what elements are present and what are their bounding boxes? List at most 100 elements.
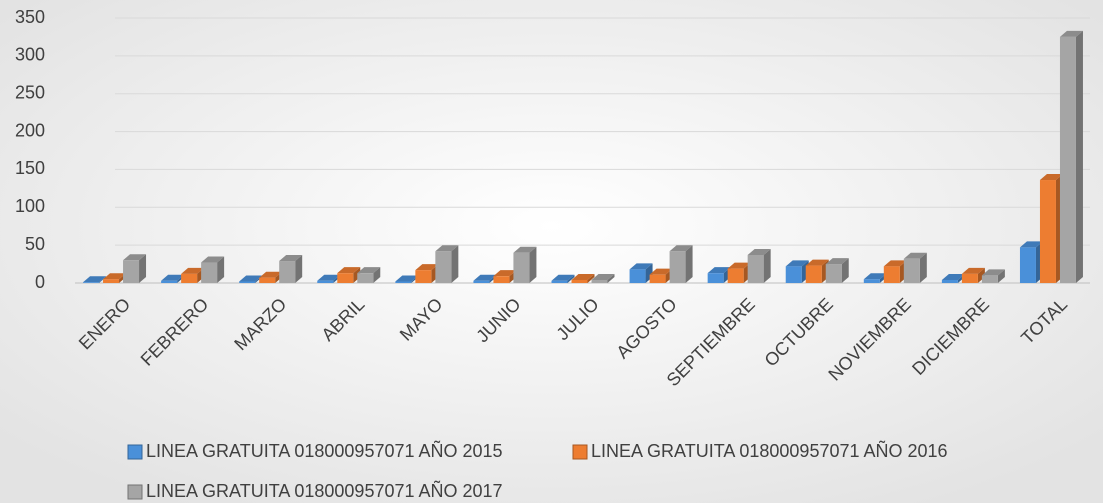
bar [961,273,978,283]
bar-top [201,256,225,263]
bar [1039,180,1056,283]
bar-top [259,271,283,278]
bar-top [903,252,927,259]
bar-top [181,267,205,274]
bar [103,279,120,283]
bar-top [1059,30,1083,37]
bar-side [529,246,537,283]
bar-top [493,270,517,277]
bar-side [295,255,303,283]
bar-top [961,267,985,274]
bar-top [669,245,693,252]
legend-label: LINEA GRATUITA 018000957071 AÑO 2016 [591,440,948,461]
bar [279,261,296,283]
bar-side [841,258,849,283]
bar [863,279,880,283]
y-tick-label: 100 [15,196,45,216]
bar-top [161,274,185,281]
bar-top [727,262,751,269]
bar-top [707,267,731,274]
bar [785,266,802,283]
y-tick-label: 200 [15,120,45,140]
bar-top [785,260,809,267]
bar [493,276,510,283]
bar [513,252,530,283]
bar [707,273,724,283]
bar-top [571,273,595,280]
bar-top [103,273,127,280]
bar-side [1075,30,1083,283]
y-tick-label: 350 [15,7,45,27]
bar [571,279,588,283]
bar-side [567,274,575,283]
bar [395,281,412,283]
bar-top [279,255,303,262]
bar [415,270,432,283]
bar-side [977,267,985,283]
bar-side [373,267,381,283]
bar-top [649,268,673,275]
bar-side [139,254,147,283]
bar [357,273,374,283]
y-tick-label: 0 [35,272,45,292]
legend-swatch [127,444,143,460]
bar [473,280,490,283]
bar-top [357,267,381,274]
bar-top [83,276,107,283]
bar-side [217,256,225,283]
bar-top [513,246,537,253]
y-tick-label: 50 [25,234,45,254]
bar-top [317,274,341,281]
bar [83,282,100,283]
bar [669,251,686,283]
bar-top [123,254,147,261]
bar [239,281,256,283]
bar [941,279,958,283]
bar-side [99,276,107,283]
bar-top [825,258,849,265]
bar-top [747,248,771,255]
bar-side [685,245,693,283]
bar-top [591,273,615,280]
bar-top [473,274,497,281]
legend-label: LINEA GRATUITA 018000957071 AÑO 2015 [146,440,503,461]
bar-top [981,269,1005,276]
bar-top [1019,241,1043,248]
bar-side [587,273,595,283]
bar-top [863,273,887,280]
bar [337,273,354,283]
bar [1019,247,1036,283]
bar [181,273,198,283]
bar-top [883,260,907,267]
bar-side [763,248,771,283]
bar [317,280,334,283]
bar-top [1039,174,1063,181]
bar [883,266,900,283]
bar [981,275,998,283]
bar-top [629,263,653,270]
bar [825,264,842,283]
bar [259,277,276,283]
bar-top [805,259,829,266]
bar [123,260,140,283]
bar-top [551,274,575,281]
bar-side [607,273,615,283]
bar [903,258,920,283]
bar-top [435,245,459,252]
bar-top [239,275,263,282]
bar-side [919,252,927,283]
legend-swatch [127,484,143,500]
y-tick-label: 300 [15,45,45,65]
bar [435,251,452,283]
bar [1059,36,1076,283]
legend-label: LINEA GRATUITA 018000957071 AÑO 2017 [146,480,503,501]
y-tick-label: 150 [15,158,45,178]
bar [591,279,608,283]
y-tick-label: 250 [15,82,45,102]
bar [201,262,218,283]
bar-side [451,245,459,283]
bar [747,254,764,283]
bar-side [997,269,1005,283]
